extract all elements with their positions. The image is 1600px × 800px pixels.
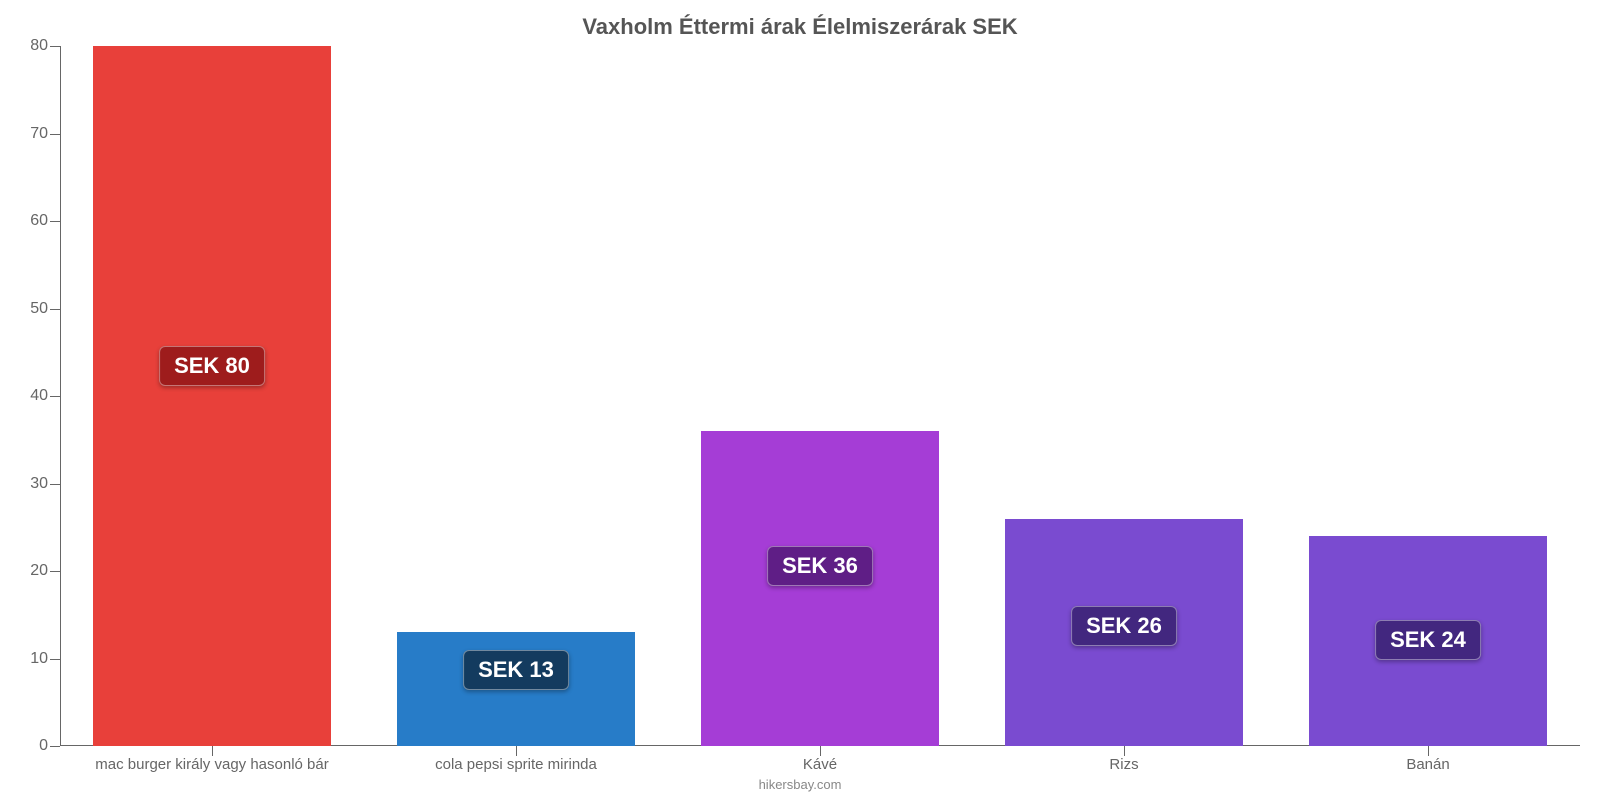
y-tick-label: 50 — [30, 300, 60, 318]
y-tick-label: 20 — [30, 562, 60, 580]
bar-value-label: SEK 24 — [1375, 620, 1481, 660]
bar-value-label: SEK 13 — [463, 650, 569, 690]
y-tick-label: 10 — [30, 650, 60, 668]
y-tick-label: 60 — [30, 212, 60, 230]
bar: SEK 24 — [1309, 536, 1546, 746]
bar: SEK 26 — [1005, 519, 1242, 747]
x-tick-label: Banán — [1406, 746, 1449, 773]
bar: SEK 80 — [93, 46, 330, 746]
plot-area: SEK 80SEK 13SEK 36SEK 26SEK 24 010203040… — [60, 46, 1580, 746]
bar-value-label: SEK 80 — [159, 346, 265, 386]
y-tick-label: 30 — [30, 475, 60, 493]
x-tick-label: mac burger király vagy hasonló bár — [95, 746, 328, 773]
chart-container: Vaxholm Éttermi árak Élelmiszerárak SEK … — [0, 0, 1600, 800]
bar-value-label: SEK 36 — [767, 546, 873, 586]
chart-title: Vaxholm Éttermi árak Élelmiszerárak SEK — [0, 14, 1600, 40]
y-tick-label: 40 — [30, 387, 60, 405]
y-tick-label: 70 — [30, 125, 60, 143]
bar-value-label: SEK 26 — [1071, 606, 1177, 646]
x-tick-label: cola pepsi sprite mirinda — [435, 746, 597, 773]
credit-text: hikersbay.com — [0, 777, 1600, 792]
y-tick-label: 0 — [39, 737, 60, 755]
x-tick-label: Kávé — [803, 746, 837, 773]
y-tick-label: 80 — [30, 37, 60, 55]
x-tick-label: Rizs — [1109, 746, 1138, 773]
bars-group: SEK 80 SEK 13 SEK 36 SEK 26 SEK 24 — [60, 46, 1580, 746]
bar: SEK 13 — [397, 632, 634, 746]
bar: SEK 36 — [701, 431, 938, 746]
